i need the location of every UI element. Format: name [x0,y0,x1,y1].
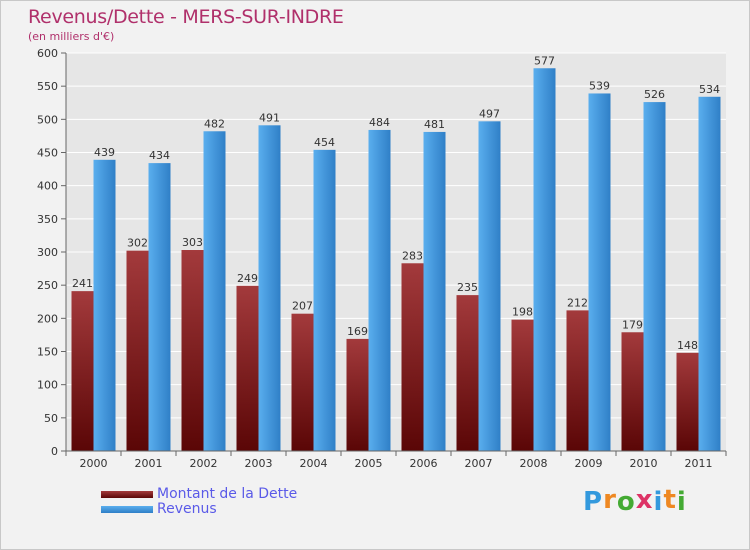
logo-letter: r [603,485,617,515]
data-label-revenus: 482 [204,117,225,130]
bar-dette [676,352,699,451]
y-tick-label: 250 [37,279,58,292]
y-tick-label: 450 [37,147,58,160]
bar-revenus [368,129,391,452]
bar-revenus [533,68,556,452]
data-label-dette: 303 [182,236,203,249]
data-label-revenus: 577 [534,54,555,67]
logo-letter: i [676,487,687,517]
data-label-revenus: 497 [479,107,500,120]
bar-revenus [313,149,336,451]
data-label-dette: 249 [237,272,258,285]
data-label-dette: 198 [512,306,533,319]
legend-swatch-revenus [101,506,153,513]
bar-dette [71,291,94,451]
y-tick-label: 500 [37,113,58,126]
x-tick-label: 2005 [355,457,383,470]
bar-dette [236,285,259,451]
x-tick-label: 2010 [630,457,658,470]
bar-dette [456,295,479,451]
x-tick-label: 2001 [135,457,163,470]
y-tick-label: 300 [37,246,58,259]
data-label-dette: 169 [347,325,368,338]
data-label-dette: 241 [72,277,93,290]
bar-revenus [478,121,501,451]
logo-letter: i [653,487,664,517]
x-tick-label: 2007 [465,457,493,470]
bar-revenus [698,96,721,451]
bar-revenus [258,125,281,451]
chart-title: Revenus/Dette - MERS-SUR-INDRE [28,6,344,28]
y-tick-label: 50 [44,412,58,425]
x-tick-label: 2008 [520,457,548,470]
legend-swatch-dette [101,491,153,498]
bar-dette [621,332,644,451]
logo-letter: t [663,485,677,515]
chart-subtitle: (en milliers d'€) [28,30,115,43]
y-tick-label: 550 [37,80,58,93]
data-label-revenus: 434 [149,149,170,162]
bar-dette [401,263,424,451]
bar-revenus [643,102,666,451]
legend-label-dette: Montant de la Dette [157,486,298,502]
bar-revenus [203,131,226,452]
data-label-revenus: 491 [259,111,280,124]
bar-dette [181,250,204,451]
data-label-revenus: 539 [589,79,610,92]
y-tick-label: 100 [37,379,58,392]
data-label-dette: 179 [622,318,643,331]
bar-dette [511,319,534,451]
data-label-revenus: 534 [699,83,720,96]
y-tick-label: 600 [37,47,58,60]
bar-dette [346,338,369,451]
y-tick-label: 350 [37,213,58,226]
x-tick-label: 2006 [410,457,438,470]
bar-revenus [588,93,611,452]
x-tick-label: 2009 [575,457,603,470]
x-tick-label: 2000 [80,457,108,470]
logo-letter: P [583,487,604,517]
data-label-dette: 207 [292,300,313,313]
bar-revenus [148,163,171,451]
bar-dette [126,250,149,451]
x-tick-label: 2011 [685,457,713,470]
data-label-revenus: 454 [314,136,335,149]
bar-dette [291,313,314,451]
y-tick-label: 400 [37,180,58,193]
y-tick-label: 0 [51,445,58,458]
bar-revenus [423,131,446,452]
bar-dette [566,310,589,451]
x-tick-label: 2002 [190,457,218,470]
x-tick-label: 2004 [300,457,328,470]
proxiti-logo: Proxiti [583,485,687,517]
data-label-revenus: 526 [644,88,665,101]
legend-label-revenus: Revenus [157,501,217,517]
x-tick-label: 2003 [245,457,273,470]
data-label-dette: 235 [457,281,478,294]
bar-revenus [93,159,116,451]
data-label-revenus: 439 [94,146,115,159]
y-tick-label: 200 [37,312,58,325]
data-label-revenus: 484 [369,116,390,129]
data-label-dette: 283 [402,249,423,262]
data-label-dette: 148 [677,339,698,352]
data-label-revenus: 481 [424,118,445,131]
y-tick-label: 150 [37,346,58,359]
data-label-dette: 212 [567,296,588,309]
logo-letter: o [616,487,636,517]
data-label-dette: 302 [127,237,148,250]
logo-letter: x [635,485,654,515]
